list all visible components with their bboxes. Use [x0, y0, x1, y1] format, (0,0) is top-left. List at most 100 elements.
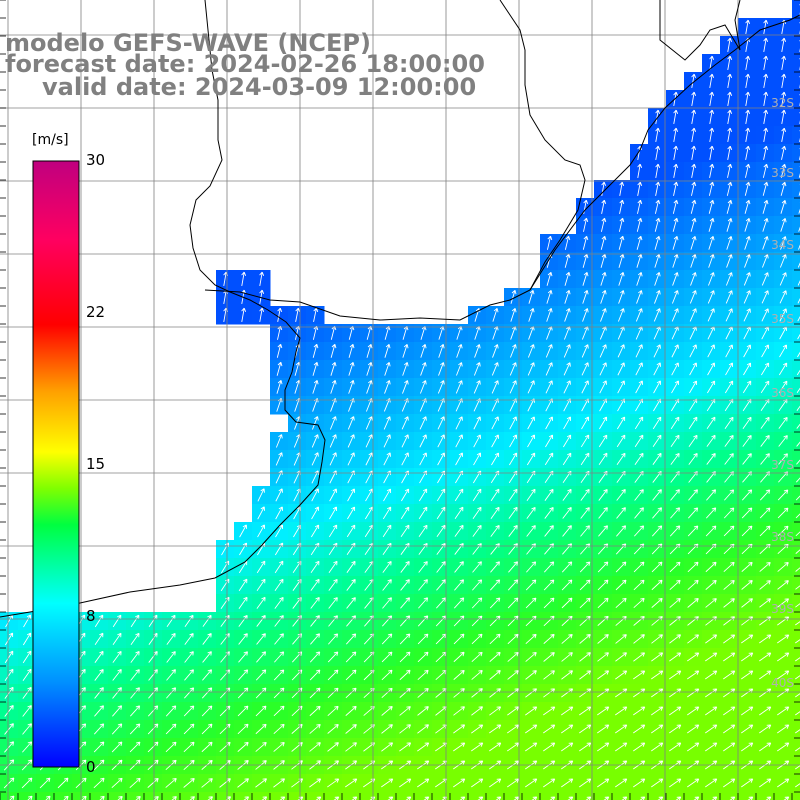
wind-arrow [726, 181, 733, 196]
wind-arrow [579, 742, 592, 752]
wind-arrow [795, 783, 800, 788]
wind-arrow [615, 634, 627, 644]
wind-arrow [762, 163, 769, 178]
wind-arrow [94, 614, 104, 628]
wind-arrow [759, 670, 772, 680]
wind-arrow [687, 742, 700, 752]
wind-speed-cell [18, 792, 37, 800]
wind-arrow [472, 506, 482, 520]
wind-arrow [455, 452, 464, 466]
wind-arrow [777, 525, 789, 537]
wind-arrow [310, 542, 320, 556]
wind-arrow [709, 73, 715, 88]
wind-arrow [597, 724, 610, 734]
wind-arrow [651, 561, 663, 573]
wind-arrow [726, 236, 733, 250]
wind-arrow [797, 298, 800, 304]
wind-arrow [312, 416, 319, 430]
wind-arrow [111, 723, 123, 735]
wind-arrow [633, 561, 645, 573]
wind-arrow [561, 579, 573, 591]
wind-arrow [615, 706, 628, 716]
wind-arrow [619, 181, 625, 196]
wind-arrow [743, 362, 752, 376]
wind-speed-cell [198, 792, 217, 800]
wind-arrow [690, 254, 697, 268]
wind-arrow [241, 271, 247, 286]
wind-arrow [705, 706, 718, 716]
wind-arrow [490, 506, 500, 519]
wind-arrow [237, 778, 249, 788]
wind-arrow [797, 262, 800, 268]
wind-arrow [94, 687, 104, 699]
wind-arrow [400, 524, 410, 538]
wind-arrow [165, 723, 177, 735]
wind-arrow [472, 543, 482, 555]
wind-arrow [709, 91, 715, 106]
wind-speed-cell [108, 792, 127, 800]
wind-arrow [327, 724, 339, 734]
wind-arrow [384, 343, 391, 358]
wind-arrow [275, 524, 284, 538]
wind-arrow [112, 669, 122, 681]
wind-arrow [779, 290, 787, 304]
wind-arrow [781, 73, 787, 88]
wind-arrow [651, 616, 663, 626]
wind-arrow [651, 652, 664, 662]
wind-arrow [759, 724, 772, 734]
wind-arrow [796, 423, 800, 429]
wind-arrow [311, 488, 319, 502]
wind-arrow [111, 741, 123, 753]
wind-arrow [275, 506, 283, 520]
wind-arrow [237, 705, 249, 717]
wind-arrow [381, 778, 394, 788]
wind-arrow [651, 525, 663, 537]
wind-speed-cell [792, 396, 800, 415]
wind-speed-cell [36, 792, 55, 800]
wind-arrow [687, 706, 700, 716]
wind-arrow [183, 741, 195, 753]
wind-arrow [672, 272, 679, 286]
wind-speed-cell [396, 792, 415, 800]
wind-arrow [527, 362, 535, 376]
wind-arrow [4, 668, 14, 682]
wind-arrow [689, 362, 697, 376]
wind-arrow [563, 344, 571, 358]
wind-arrow [669, 579, 681, 591]
wind-arrow [670, 507, 681, 519]
wind-arrow [634, 507, 644, 519]
wind-speed-cell [648, 792, 667, 800]
wind-arrow [333, 796, 340, 800]
wind-arrow [436, 488, 446, 502]
wind-arrow [673, 145, 679, 160]
wind-arrow [510, 289, 517, 304]
wind-arrow [400, 579, 410, 591]
wind-arrow [345, 669, 357, 681]
wind-arrow [437, 434, 445, 448]
wind-arrow [130, 669, 140, 681]
wind-arrow [691, 181, 697, 196]
wind-arrow [274, 560, 284, 574]
wind-arrow [201, 723, 213, 735]
wind-arrow [600, 290, 607, 304]
wind-arrow [473, 362, 481, 376]
wind-arrow [760, 362, 770, 376]
wind-arrow [219, 687, 231, 699]
wind-arrow [130, 632, 140, 645]
wind-arrow [618, 253, 625, 268]
wind-arrow [297, 796, 304, 800]
wind-arrow [673, 127, 679, 142]
wind-arrow [381, 651, 393, 663]
wind-arrow [471, 670, 483, 680]
lat-label: 40S [771, 676, 794, 690]
wind-arrow [22, 632, 32, 646]
wind-arrow [777, 778, 790, 788]
wind-arrow [693, 796, 700, 800]
wind-arrow [418, 524, 428, 538]
wind-speed-cell [126, 792, 145, 800]
wind-arrow [130, 705, 141, 717]
wind-arrow [93, 741, 105, 753]
wind-arrow [256, 578, 266, 592]
wind-arrow [274, 633, 284, 645]
wind-arrow [762, 181, 769, 196]
